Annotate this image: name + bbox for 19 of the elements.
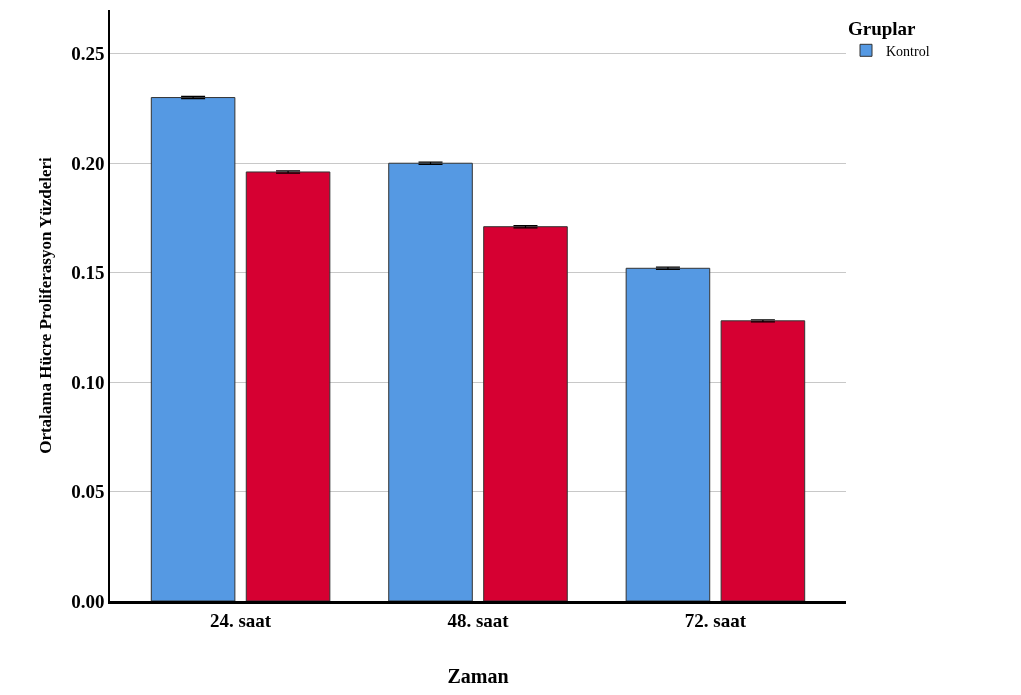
y-tick-label: 0.15 <box>71 262 105 284</box>
x-axis-title: Zaman <box>447 665 509 688</box>
legend-label: Kontrol <box>886 43 930 59</box>
bar <box>388 162 473 601</box>
y-tick-label: 0.10 <box>71 371 105 393</box>
bar <box>720 320 806 601</box>
x-tick-label: 48. saat <box>447 609 510 631</box>
bar <box>150 97 236 601</box>
legend-title: Gruplar <box>848 17 917 39</box>
y-tick-label: 0.25 <box>71 43 105 65</box>
bar <box>625 267 711 601</box>
x-tick-label: 72. saat <box>684 609 747 631</box>
x-tick-label: 24. saat <box>209 609 272 631</box>
bar <box>245 171 331 601</box>
y-tick-label: 0.20 <box>71 152 105 174</box>
y-tick-label: 0.05 <box>71 481 105 503</box>
y-axis-title: Ortalama Hücre Proliferasyon Yüzdeleri <box>36 156 56 454</box>
y-tick-label: 0.00 <box>71 590 105 612</box>
bar <box>483 226 568 601</box>
